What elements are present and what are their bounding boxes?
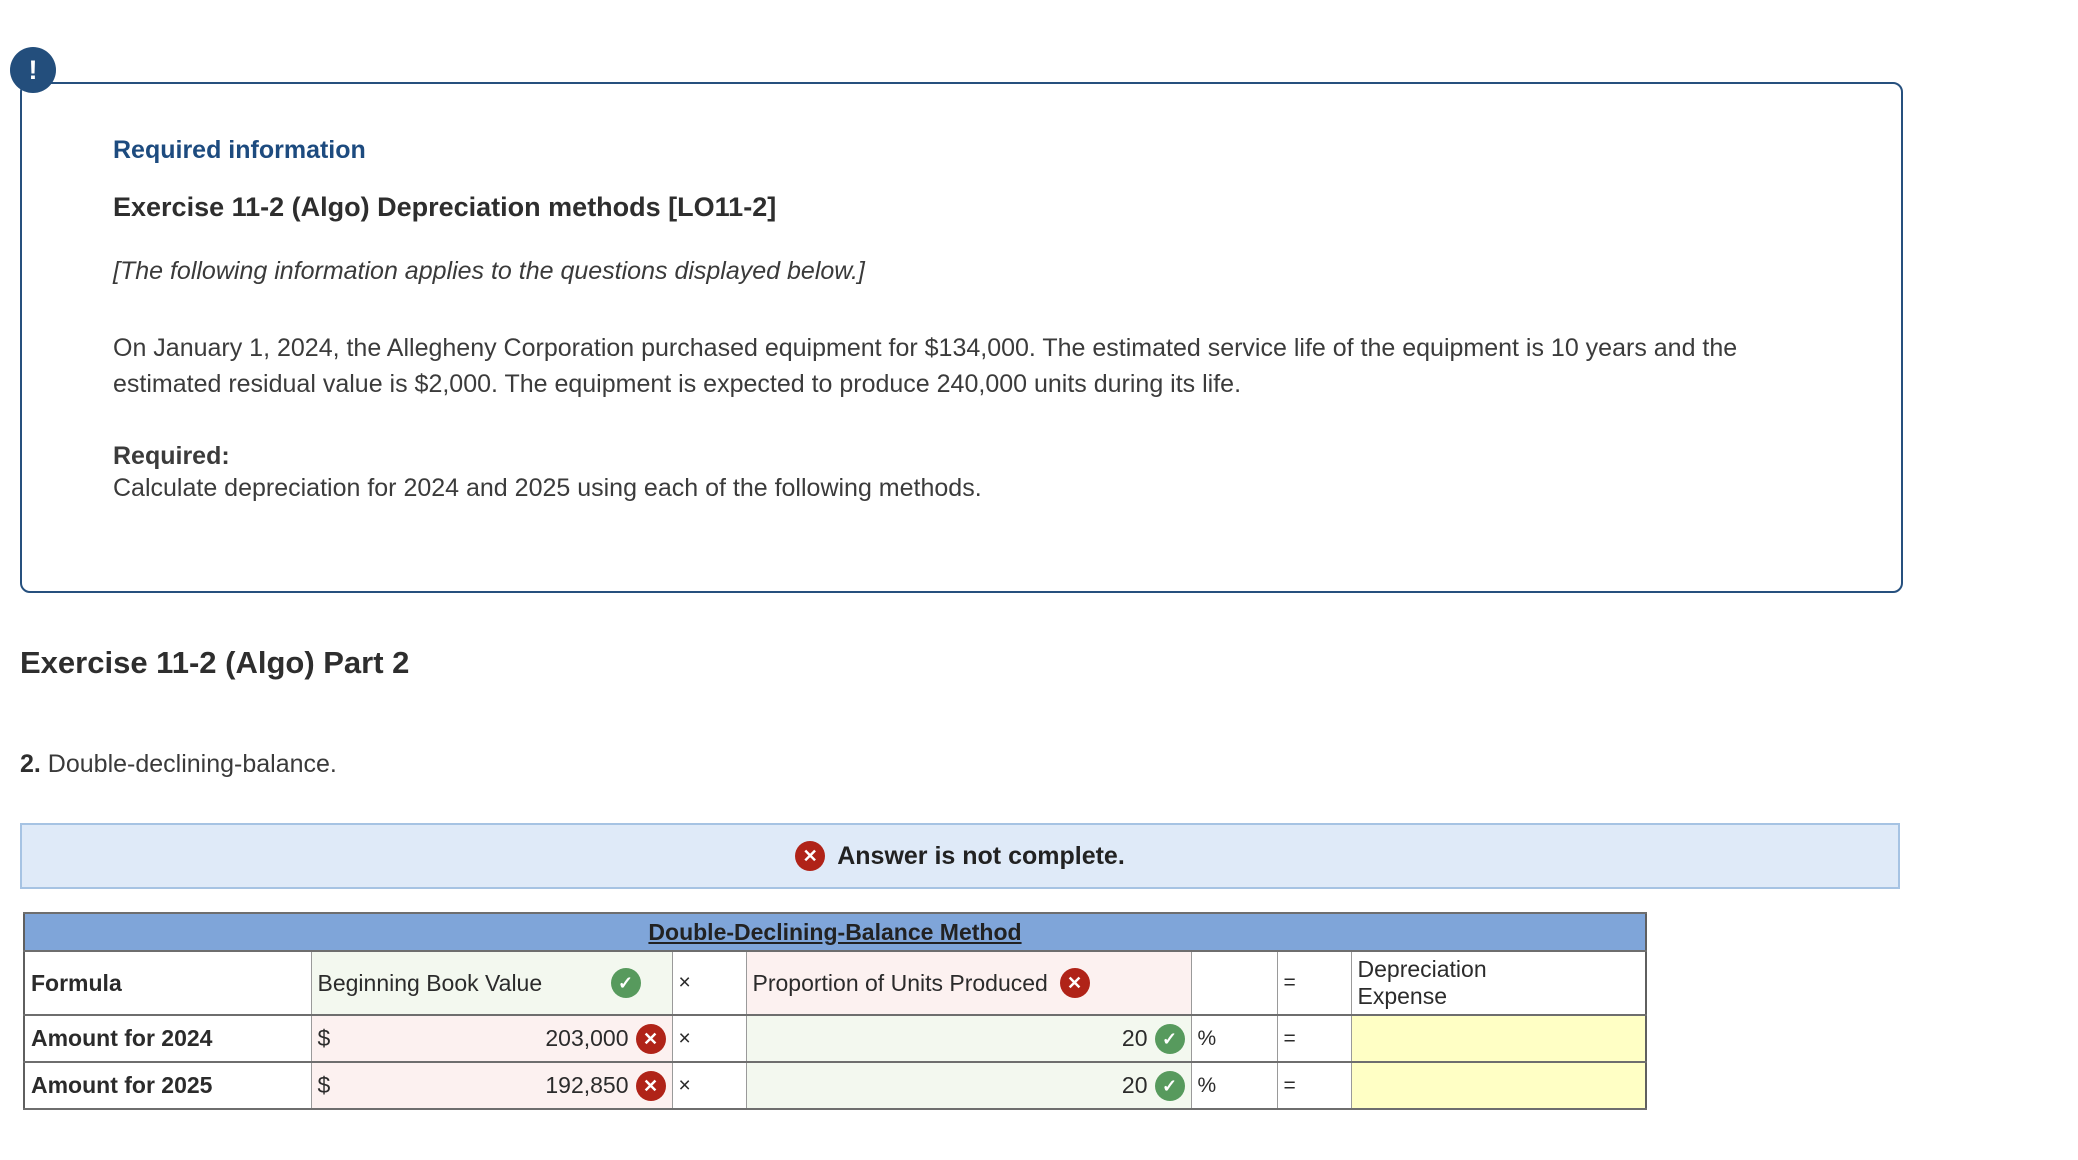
formula-factor2-cell[interactable]: Proportion of Units Produced <box>745 950 1192 1016</box>
answer-status-banner: Answer is not complete. <box>20 823 1900 889</box>
currency-symbol: $ <box>317 1072 331 1098</box>
incorrect-x-icon <box>1059 968 1090 998</box>
answer-status-text: Answer is not complete. <box>837 841 1125 870</box>
book-value-2024: 203,000 <box>545 1025 629 1051</box>
formula-factor1-label: Beginning Book Value <box>317 969 543 996</box>
multiply-operator: × <box>671 1014 747 1063</box>
depreciation-table: Double-Declining-Balance Method Formula … <box>23 912 1647 1110</box>
formula-factor2-label: Proportion of Units Produced <box>752 969 1048 996</box>
problem-statement: On January 1, 2024, the Allegheny Corpor… <box>113 334 1738 398</box>
book-value-2025-cell[interactable]: $ 192,850 <box>310 1061 673 1110</box>
correct-check-icon <box>1154 1023 1185 1054</box>
proportion-2025: 20 <box>1121 1072 1148 1098</box>
equals-operator: = <box>1276 1014 1352 1063</box>
proportion-2025-cell[interactable]: 20 <box>745 1061 1192 1110</box>
percent-sign: % <box>1190 1014 1278 1063</box>
table-title-row: Double-Declining-Balance Method <box>23 912 1647 952</box>
required-information-kicker: Required information <box>113 136 366 164</box>
required-instruction: Calculate depreciation for 2024 and 2025… <box>113 474 982 502</box>
incomplete-x-icon <box>795 841 826 871</box>
currency-symbol: $ <box>317 1025 331 1051</box>
percent-sign: % <box>1190 1061 1278 1110</box>
equals-operator: = <box>1276 950 1352 1016</box>
depreciation-expense-2025-input[interactable] <box>1350 1061 1647 1110</box>
question-number: 2. <box>20 750 41 778</box>
proportion-2024-cell[interactable]: 20 <box>745 1014 1192 1063</box>
formula-row-label: Formula <box>23 950 312 1016</box>
book-value-2025: 192,850 <box>545 1072 629 1098</box>
empty-percent-header-cell <box>1190 950 1278 1016</box>
required-information-box: Required information Exercise 11-2 (Algo… <box>20 82 1903 593</box>
amount-row-2024: Amount for 2024 $ 203,000 × 20 % = <box>23 1014 1647 1063</box>
result-header-cell: Depreciation Expense <box>1350 950 1647 1016</box>
formula-factor1-cell[interactable]: Beginning Book Value <box>310 950 673 1016</box>
part-heading: Exercise 11-2 (Algo) Part 2 <box>20 645 410 680</box>
result-header-label: Depreciation Expense <box>1357 956 1487 1009</box>
book-value-2024-cell[interactable]: $ 203,000 <box>310 1014 673 1063</box>
incorrect-x-icon <box>635 1023 666 1054</box>
required-info-alert-icon: ! <box>10 47 56 93</box>
table-title: Double-Declining-Balance Method <box>23 912 1647 952</box>
incorrect-x-icon <box>635 1070 666 1101</box>
question-line: 2. Double-declining-balance. <box>20 750 337 779</box>
required-label: Required: <box>113 442 230 470</box>
question-text: Double-declining-balance. <box>40 750 337 778</box>
exercise-title: Exercise 11-2 (Algo) Depreciation method… <box>113 192 777 222</box>
multiply-operator: × <box>671 950 747 1016</box>
amount-2025-label: Amount for 2025 <box>23 1061 312 1110</box>
applies-note: [The following information applies to th… <box>113 257 865 285</box>
multiply-operator: × <box>671 1061 747 1110</box>
amount-2024-label: Amount for 2024 <box>23 1014 312 1063</box>
formula-row: Formula Beginning Book Value × Proportio… <box>23 950 1647 1016</box>
amount-row-2025: Amount for 2025 $ 192,850 × 20 % = <box>23 1061 1647 1110</box>
proportion-2024: 20 <box>1121 1025 1148 1051</box>
correct-check-icon <box>610 968 641 998</box>
equals-operator: = <box>1276 1061 1352 1110</box>
correct-check-icon <box>1154 1070 1185 1101</box>
depreciation-expense-2024-input[interactable] <box>1350 1014 1647 1063</box>
